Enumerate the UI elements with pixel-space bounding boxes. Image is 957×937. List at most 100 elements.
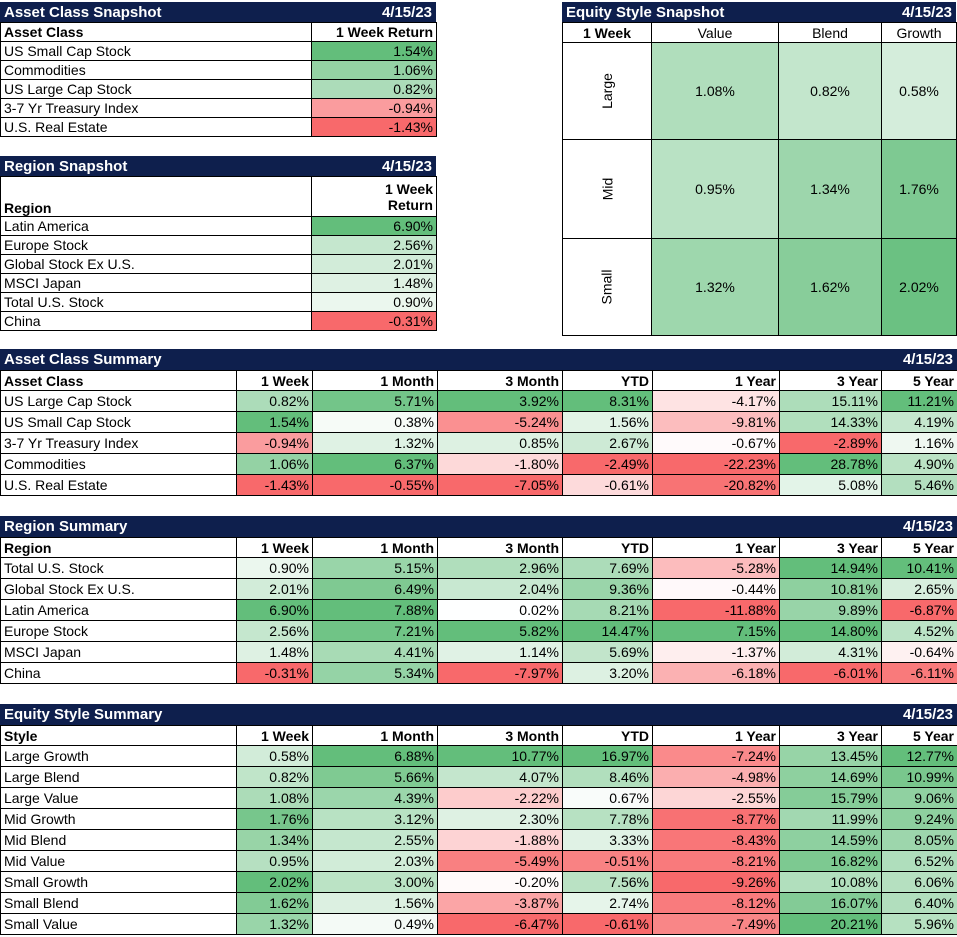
table-cell: 0.90%: [236, 557, 313, 579]
table-cell: 6.52%: [881, 850, 957, 872]
table-cell: 0.49%: [312, 913, 438, 935]
table-cell: -0.61%: [562, 913, 653, 935]
row-label: Large Blend: [0, 766, 237, 788]
table-cell: 16.97%: [562, 745, 653, 767]
table-cell: 10.99%: [881, 766, 957, 788]
table-row: Total U.S. Stock 0.90% 5.15% 2.96% 7.69% -5.2…: [0, 557, 957, 579]
column-header: 5 Year: [881, 537, 957, 558]
table-cell: 0.85%: [437, 432, 563, 454]
row-label: MSCI Japan: [0, 273, 312, 293]
table-cell: -7.05%: [437, 474, 563, 496]
list-item: MSCI Japan 1.48%: [0, 273, 437, 293]
table-row: Latin America 6.90% 7.88% 0.02% 8.21% -11.88%…: [0, 599, 957, 621]
list-item: Commodities 1.06%: [0, 60, 437, 80]
column-header: Growth: [881, 22, 957, 43]
column-header: Value: [651, 22, 779, 43]
table-row: Large Blend 0.82% 5.66% 4.07% 8.46% -4.98% 14.…: [0, 766, 957, 788]
table-cell: 15.79%: [779, 787, 882, 809]
row-label: US Large Cap Stock: [0, 79, 312, 99]
table-cell: -11.88%: [652, 599, 780, 621]
table-cell: 9.24%: [881, 808, 957, 830]
equity-summary-date: 4/15/23: [902, 706, 953, 723]
column-header: Asset Class: [0, 370, 237, 391]
grid-row: Large 1.08% 0.82% 0.58%: [562, 42, 957, 140]
table-cell: 0.67%: [562, 787, 653, 809]
column-header: 3 Month: [437, 537, 563, 558]
region-summary-title: Region Summary: [4, 518, 128, 535]
table-cell: -0.55%: [312, 474, 438, 496]
list-item: US Large Cap Stock 0.82%: [0, 79, 437, 99]
table-cell: 7.15%: [652, 620, 780, 642]
asset-snapshot-title: Asset Class Snapshot: [4, 3, 162, 21]
table-cell: -0.44%: [652, 578, 780, 600]
row-label: Commodities: [0, 453, 237, 475]
row-value: -0.94%: [311, 98, 437, 118]
table-cell: -1.88%: [437, 829, 563, 851]
table-cell: 14.33%: [779, 411, 882, 433]
grid-cell: 1.32%: [651, 238, 779, 336]
table-cell: 5.08%: [779, 474, 882, 496]
grid-cell: 1.34%: [778, 139, 882, 239]
column-header: Region: [0, 176, 312, 217]
row-value: 2.56%: [311, 235, 437, 255]
column-header: 1 Week: [236, 537, 313, 558]
row-value: -0.31%: [311, 311, 437, 331]
table-row: Small Blend 1.62% 1.56% -3.87% 2.74% -8.12% 16…: [0, 892, 957, 914]
column-header: 1 Month: [312, 370, 438, 391]
equity-snapshot-grid: 1 Week Value Blend Growth Large 1.08% 0.82% 0…: [562, 22, 957, 336]
row-label: US Large Cap Stock: [0, 390, 237, 412]
table-cell: -1.37%: [652, 641, 780, 663]
list-item: Europe Stock 2.56%: [0, 235, 437, 255]
equity-summary-table: Style 1 Week 1 Month 3 Month YTD 1 Year 3 Year…: [0, 725, 957, 935]
equity-snapshot-header: Equity Style Snapshot 4/15/23: [562, 2, 956, 22]
table-cell: -2.22%: [437, 787, 563, 809]
corner-label: 1 Week: [562, 22, 652, 43]
grid-cell: 2.02%: [881, 238, 957, 336]
table-cell: 1.14%: [437, 641, 563, 663]
column-header: 1 Week Return: [311, 176, 437, 217]
table-cell: -8.77%: [652, 808, 780, 830]
table-cell: 0.82%: [236, 390, 313, 412]
equity-snapshot-date: 4/15/23: [901, 3, 952, 21]
row-label-cell: Small: [562, 238, 652, 336]
row-label: Total U.S. Stock: [0, 292, 312, 312]
table-cell: 0.02%: [437, 599, 563, 621]
region-summary: Region Summary 4/15/23 Region 1 Week 1 Mon…: [0, 516, 957, 684]
table-row: US Small Cap Stock 1.54% 0.38% -5.24% 1.56% -…: [0, 411, 957, 433]
table-row: Mid Blend 1.34% 2.55% -1.88% 3.33% -8.43% 14.5…: [0, 829, 957, 851]
table-cell: 1.54%: [236, 411, 313, 433]
asset-class-snapshot: Asset Class Snapshot 4/15/23 Asset Class…: [0, 2, 437, 137]
region-snapshot-title: Region Snapshot: [4, 157, 128, 175]
row-label: Europe Stock: [0, 235, 312, 255]
region-snapshot-table: Region 1 Week Return Latin America 6.90% E…: [0, 176, 437, 331]
table-cell: 8.21%: [562, 599, 653, 621]
table-cell: -9.26%: [652, 871, 780, 893]
region-summary-table: Region 1 Week 1 Month 3 Month YTD 1 Year 3 Yea…: [0, 537, 957, 684]
row-label: Mid: [599, 177, 615, 201]
table-cell: 3.92%: [437, 390, 563, 412]
table-cell: -6.47%: [437, 913, 563, 935]
table-cell: 10.81%: [779, 578, 882, 600]
row-label: Small: [598, 269, 615, 305]
table-cell: -20.82%: [652, 474, 780, 496]
table-cell: 1.16%: [881, 432, 957, 454]
row-value: 6.90%: [311, 216, 437, 236]
row-label: US Small Cap Stock: [0, 41, 312, 61]
column-header: Blend: [778, 22, 882, 43]
row-label: China: [0, 311, 312, 331]
row-label: Latin America: [0, 599, 237, 621]
table-row: Small Growth 2.02% 3.00% -0.20% 7.56% -9.26% 1…: [0, 871, 957, 893]
column-header: 3 Month: [437, 725, 563, 746]
row-label: Large Value: [0, 787, 237, 809]
table-cell: 5.15%: [312, 557, 438, 579]
grid-row: Mid 0.95% 1.34% 1.76%: [562, 139, 957, 239]
row-label: US Small Cap Stock: [0, 411, 237, 433]
table-cell: 4.39%: [312, 787, 438, 809]
table-cell: 1.48%: [236, 641, 313, 663]
table-cell: 1.76%: [236, 808, 313, 830]
table-cell: -4.98%: [652, 766, 780, 788]
table-cell: 7.21%: [312, 620, 438, 642]
table-cell: 2.74%: [562, 892, 653, 914]
table-cell: 1.56%: [562, 411, 653, 433]
table-cell: 5.69%: [562, 641, 653, 663]
